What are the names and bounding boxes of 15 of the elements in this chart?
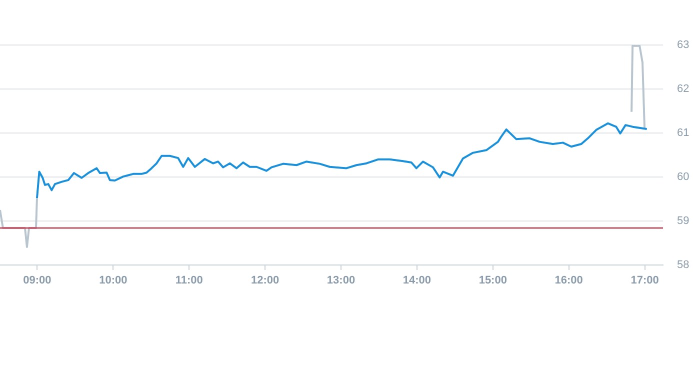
x-tick-label: 16:00 <box>554 274 583 287</box>
x-tick-label: 10:00 <box>99 274 128 287</box>
y-tick-label: 62 <box>677 83 690 96</box>
x-tick-label: 11:00 <box>175 274 203 287</box>
y-tick-label: 60 <box>677 171 690 184</box>
x-tick-label: 17:00 <box>630 274 659 287</box>
y-tick-label: 61 <box>677 127 690 140</box>
x-tick-label: 12:00 <box>250 274 280 287</box>
x-tick-label: 15:00 <box>478 274 507 287</box>
x-tick-label: 13:00 <box>326 274 356 287</box>
y-tick-label: 58 <box>677 259 690 272</box>
y-tick-label: 59 <box>677 215 690 228</box>
x-tick-label: 14:00 <box>402 274 432 287</box>
x-tick-label: 09:00 <box>23 274 52 287</box>
y-tick-label: 63 <box>677 39 690 52</box>
